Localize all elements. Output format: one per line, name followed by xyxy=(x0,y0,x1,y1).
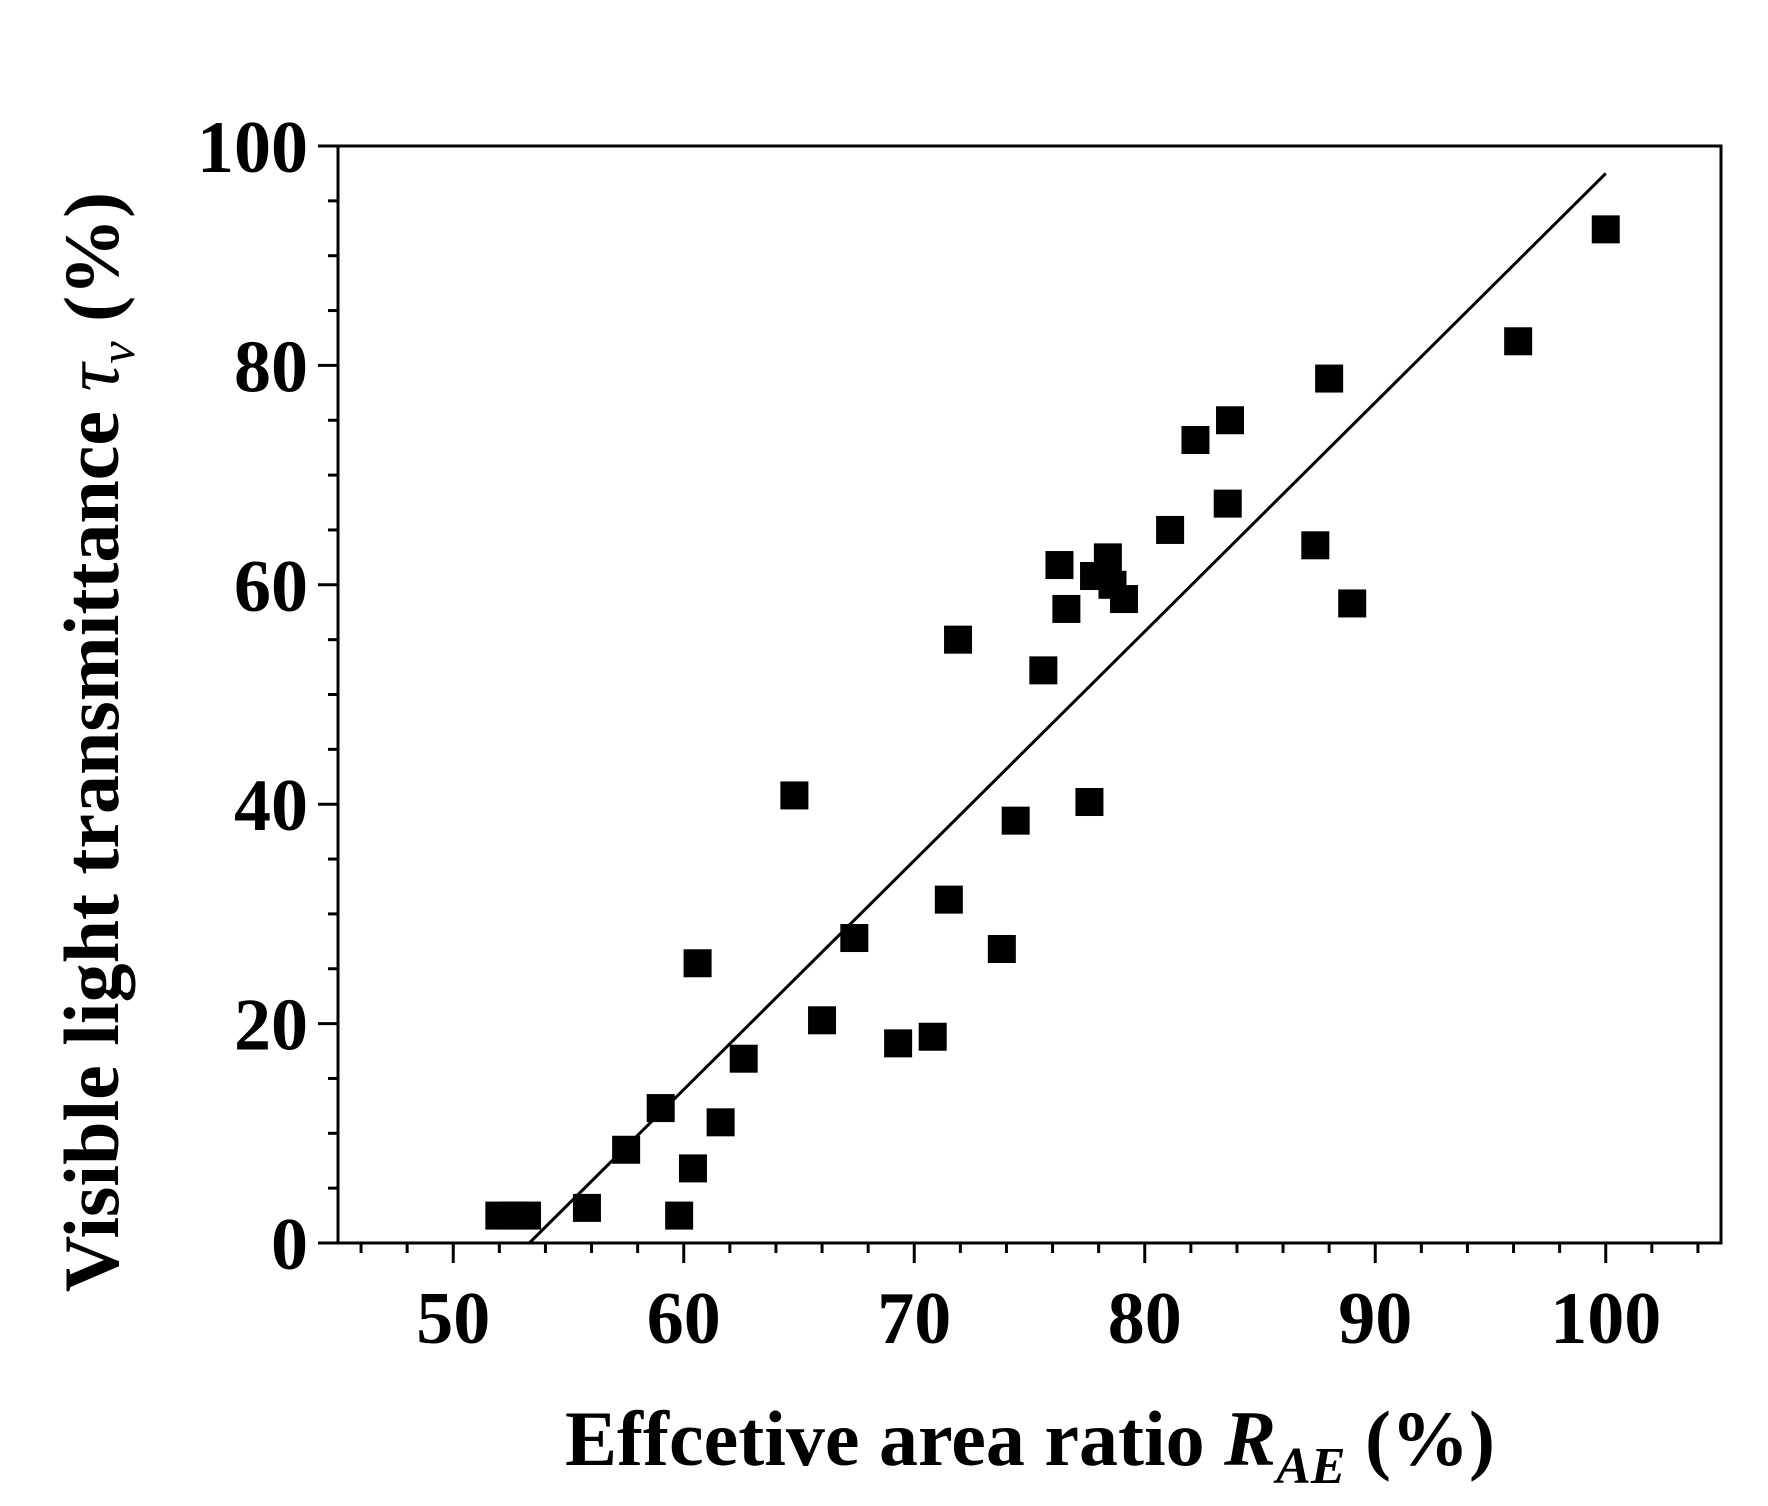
data-point xyxy=(1052,594,1081,623)
y-axis-title-subscript: v xyxy=(89,341,145,364)
data-point xyxy=(1301,531,1330,560)
plot-area-frame xyxy=(336,144,1723,1245)
data-point xyxy=(513,1201,542,1230)
minor-ticks xyxy=(328,199,1700,1253)
data-point xyxy=(1001,806,1030,835)
data-point xyxy=(706,1108,735,1137)
data-point xyxy=(884,1029,913,1058)
x-tick-label: 80 xyxy=(1108,1278,1182,1360)
y-tick-label: 60 xyxy=(234,546,308,628)
data-point xyxy=(1029,656,1058,685)
x-axis-title-subscript: AE xyxy=(1273,1438,1345,1495)
y-tick-label: 0 xyxy=(271,1204,308,1286)
data-point xyxy=(1591,215,1620,244)
y-axis-title-symbol: τ xyxy=(48,361,135,392)
data-point xyxy=(1338,589,1367,618)
x-tick-label: 70 xyxy=(877,1278,951,1360)
data-point xyxy=(1093,543,1122,572)
data-point xyxy=(1156,515,1185,544)
y-axis-title: Visible light transmittance τv (%) xyxy=(48,192,145,1292)
data-point xyxy=(665,1201,694,1230)
y-axis-title-main: Visible light transmittance xyxy=(48,392,135,1293)
data-point xyxy=(1213,489,1242,518)
data-point xyxy=(1216,406,1245,435)
y-tick-label: 80 xyxy=(234,326,308,408)
data-point xyxy=(572,1193,601,1222)
x-tick-labels: 50 60 70 80 90 100 xyxy=(416,1278,1661,1360)
y-tick-label: 40 xyxy=(234,765,308,847)
x-axis-title-unit: (%) xyxy=(1346,1395,1495,1482)
data-point xyxy=(1110,585,1139,614)
data-point xyxy=(840,924,869,953)
major-ticks xyxy=(318,144,1608,1263)
y-axis-title-unit: (%) xyxy=(48,192,135,341)
data-point xyxy=(729,1044,758,1073)
data-point xyxy=(1075,788,1104,817)
data-point xyxy=(1504,327,1533,356)
data-point xyxy=(1181,425,1210,454)
x-tick-label: 100 xyxy=(1550,1278,1661,1360)
data-point xyxy=(612,1135,641,1164)
data-point xyxy=(934,885,963,914)
x-axis-title-symbol: R xyxy=(1223,1395,1276,1482)
data-point xyxy=(1315,364,1344,393)
data-point xyxy=(1045,551,1074,580)
data-point xyxy=(683,949,712,978)
data-point xyxy=(646,1094,675,1123)
x-axis-title-main: Effcetive area ratio xyxy=(565,1395,1224,1482)
data-point xyxy=(944,625,973,654)
y-tick-label: 20 xyxy=(234,985,308,1067)
x-tick-label: 50 xyxy=(416,1278,490,1360)
fit-line xyxy=(528,172,1607,1245)
data-point xyxy=(678,1154,707,1183)
x-tick-label: 60 xyxy=(647,1278,721,1360)
x-tick-label: 90 xyxy=(1338,1278,1412,1360)
data-point xyxy=(808,1006,837,1035)
y-tick-label: 100 xyxy=(197,107,308,189)
y-tick-labels: 0 20 40 60 80 100 xyxy=(197,107,308,1286)
data-point xyxy=(987,935,1016,964)
data-point xyxy=(918,1022,947,1051)
data-point xyxy=(780,781,809,810)
x-axis-title: Effcetive area ratio RAE (%) xyxy=(565,1395,1495,1495)
data-points xyxy=(485,215,1620,1230)
